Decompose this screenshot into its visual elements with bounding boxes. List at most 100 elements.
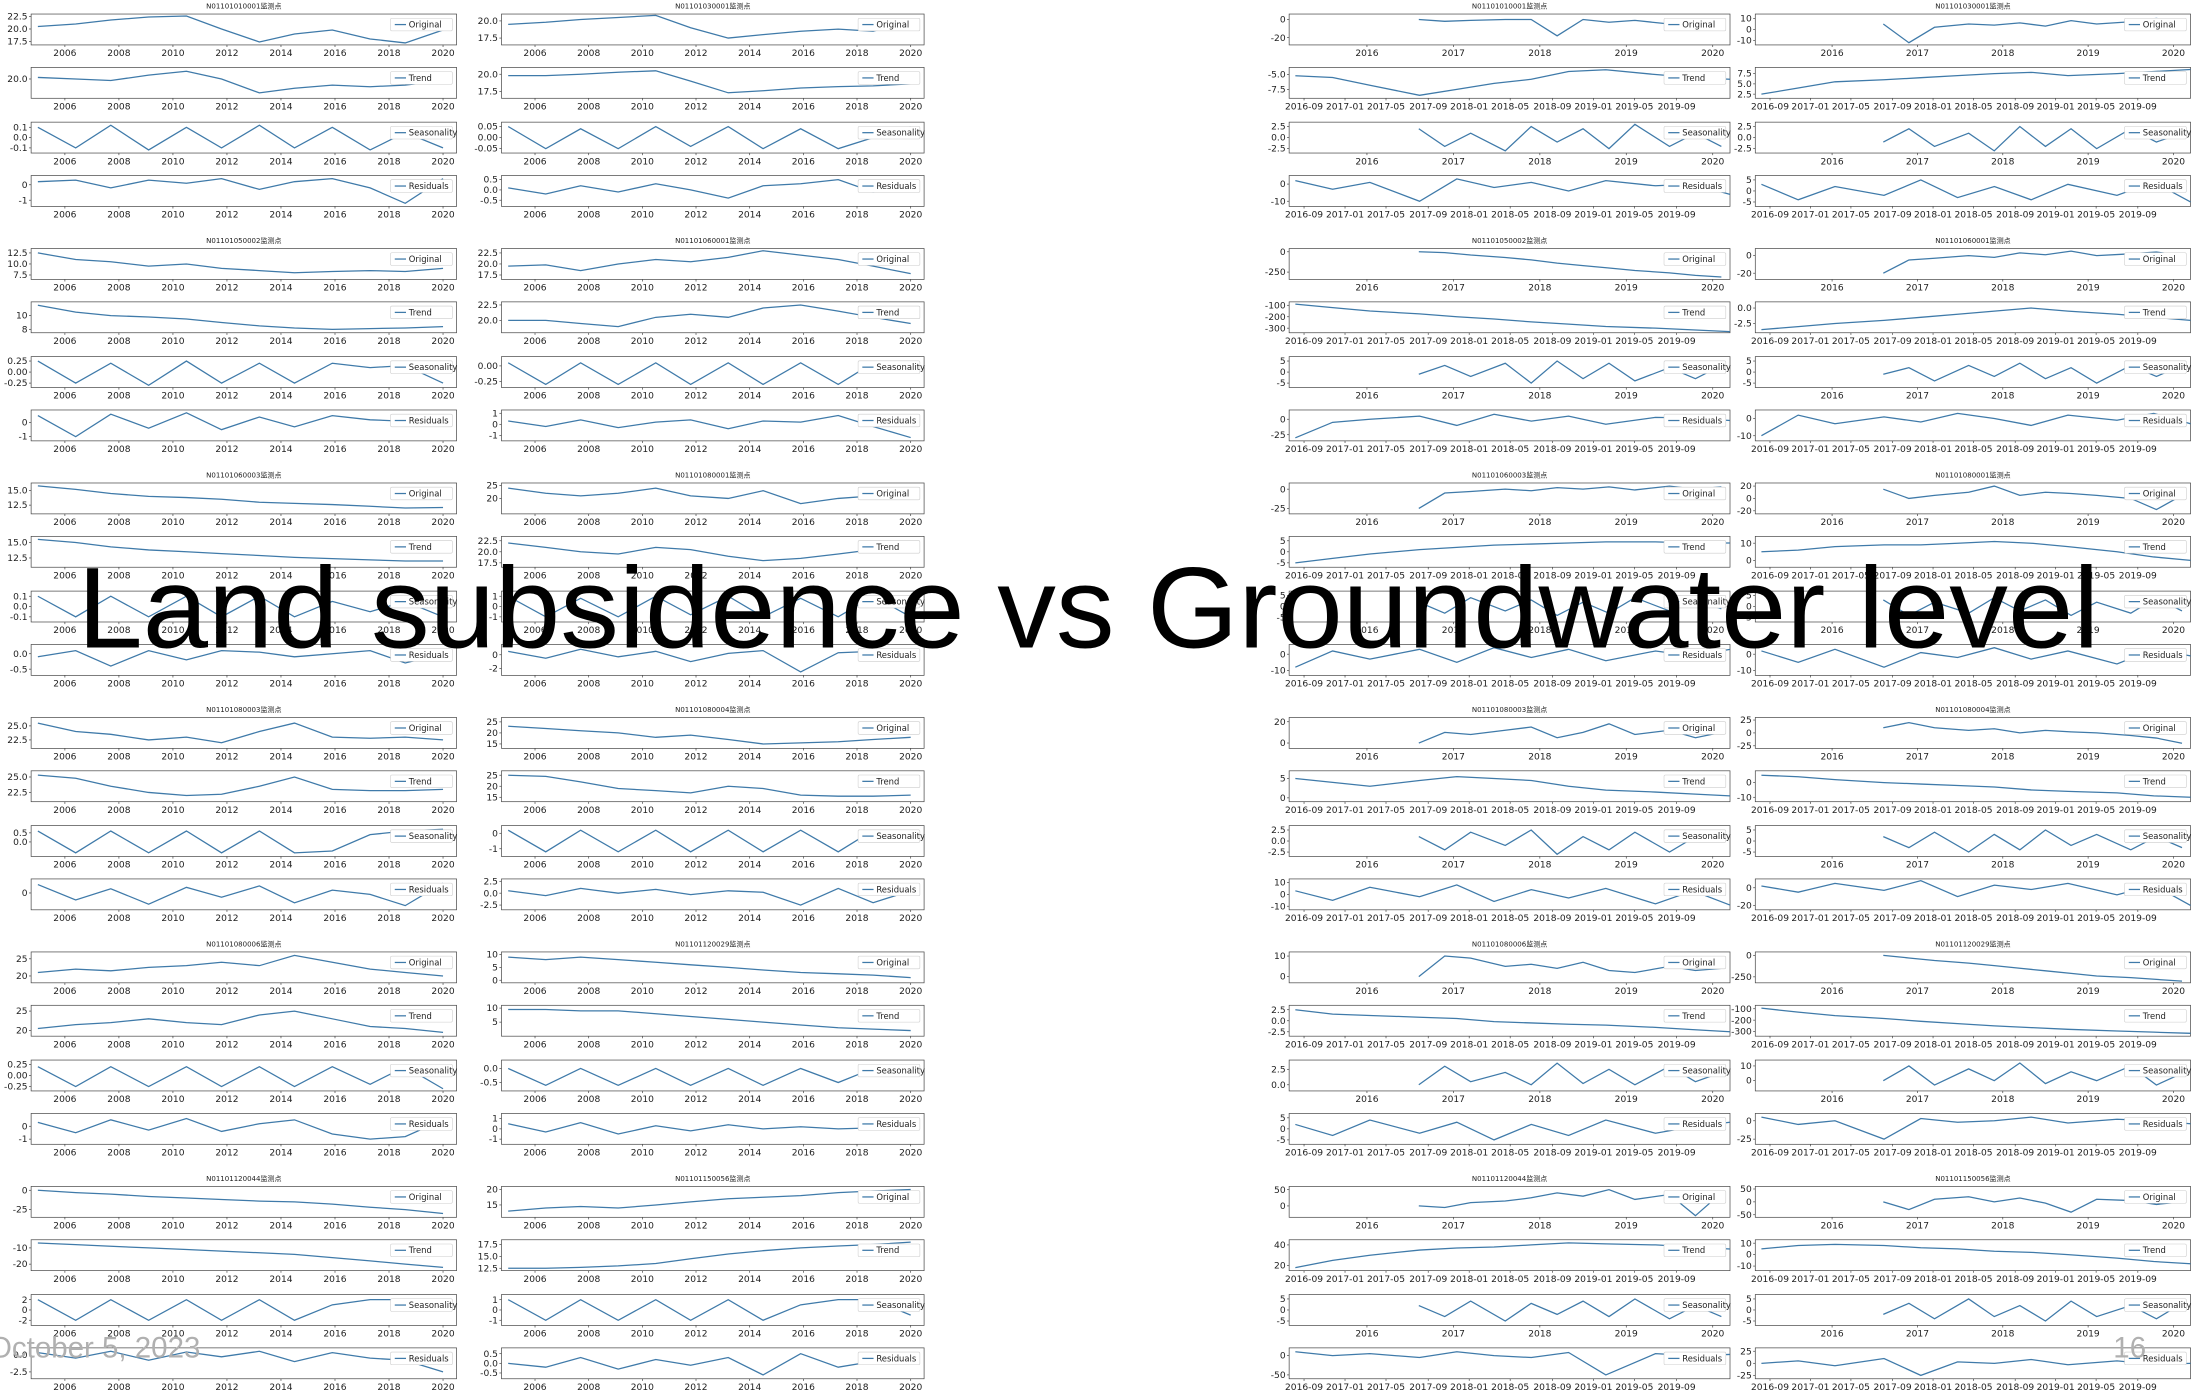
x-tick-label: 2012 [684, 987, 707, 997]
y-tick-label: 5 [1746, 176, 1752, 186]
x-tick-label: 2010 [161, 392, 184, 402]
x-tick-label: 2019 [1615, 626, 1638, 636]
y-tick-label: -50 [1737, 1211, 1752, 1221]
y-tick-label: 10 [486, 951, 498, 961]
x-tick-label: 2017-09 [1409, 1275, 1447, 1285]
x-tick-label: 2020 [1701, 392, 1724, 402]
x-tick-label: 2016 [1355, 861, 1378, 871]
x-tick-label: 2018-09 [1533, 211, 1571, 221]
x-tick-label: 2012 [684, 626, 707, 636]
x-tick-label: 2017-09 [1409, 103, 1447, 113]
x-tick-label: 2016 [323, 49, 346, 59]
y-tick-label: 1 [492, 1296, 498, 1306]
x-tick-label: 2019-05 [1615, 1275, 1653, 1285]
plot-frame [1754, 482, 2191, 515]
x-tick-label: 2016-09 [1751, 445, 1789, 455]
y-tick-label: -1 [489, 1316, 498, 1326]
x-tick-label: 2019-09 [2119, 1149, 2157, 1159]
legend-label: Residuals [876, 181, 916, 191]
x-tick-label: 2018-01 [1450, 1275, 1488, 1285]
series-line [1295, 647, 1731, 668]
x-tick-label: 2019-01 [2037, 680, 2075, 690]
x-tick-label: 2017-01 [1326, 1383, 1364, 1390]
x-tick-label: 2010 [631, 103, 654, 113]
x-tick-label: 2016 [792, 914, 815, 924]
x-tick-label: 2017-05 [1832, 445, 1870, 455]
legend-box [1663, 305, 1727, 319]
x-tick-label: 2006 [53, 626, 76, 636]
x-tick-label: 2018 [377, 284, 400, 294]
y-tick-label: 5.0 [1737, 80, 1752, 90]
x-tick-label: 2016 [323, 157, 346, 167]
x-tick-label: 2017-09 [1409, 571, 1447, 581]
x-tick-label: 2019-01 [1574, 337, 1612, 347]
x-tick-label: 2017-01 [1326, 806, 1364, 816]
plot-frame [501, 825, 925, 857]
legend-label: Original [409, 20, 442, 30]
x-tick-label: 2018 [377, 1330, 400, 1340]
y-tick-label: -5 [1277, 1136, 1286, 1146]
y-tick-label: 0.25 [7, 357, 27, 367]
y-tick-label: 20 [16, 1026, 28, 1036]
x-tick-label: 2016 [792, 392, 815, 402]
y-tick-label: 0.00 [7, 1072, 27, 1082]
x-tick-label: 2018 [377, 49, 400, 59]
y-tick-label: 0.0 [483, 186, 498, 196]
x-tick-label: 2010 [631, 680, 654, 690]
x-tick-label: 2018 [845, 1275, 868, 1285]
y-tick-label: 15.0 [478, 1252, 498, 1262]
x-tick-label: 2017 [1442, 1095, 1465, 1105]
plot-frame [501, 175, 925, 207]
x-tick-label: 2020 [2162, 1095, 2185, 1105]
x-tick-label: 2010 [161, 626, 184, 636]
x-tick-label: 2020 [431, 211, 454, 221]
plot-frame [501, 121, 925, 154]
legend-box [390, 1351, 453, 1366]
x-tick-label: 2018 [845, 987, 868, 997]
x-tick-label: 2019-09 [2119, 1383, 2157, 1390]
x-tick-label: 2016 [792, 1149, 815, 1159]
x-tick-label: 2008 [577, 571, 600, 581]
x-tick-label: 2008 [107, 680, 130, 690]
legend-box [1663, 1117, 1727, 1131]
x-tick-label: 2014 [269, 626, 292, 636]
x-tick-label: 2016 [792, 518, 815, 528]
x-tick-label: 2018 [845, 1383, 868, 1390]
legend-label: Trend [408, 73, 432, 83]
x-tick-label: 2019-05 [1615, 103, 1653, 113]
x-tick-label: 2012 [215, 445, 238, 455]
x-tick-label: 2020 [2162, 518, 2185, 528]
x-tick-label: 2010 [631, 806, 654, 816]
x-tick-label: 2008 [577, 103, 600, 113]
x-tick-label: 2006 [53, 211, 76, 221]
legend-label: Trend [2142, 542, 2166, 552]
x-tick-label: 2020 [2162, 987, 2185, 997]
x-tick-label: 2012 [215, 49, 238, 59]
y-tick-label: -5 [1743, 614, 1752, 624]
x-tick-label: 2016 [323, 284, 346, 294]
x-tick-label: 2018-09 [1996, 103, 2034, 113]
x-tick-label: 2018 [377, 806, 400, 816]
x-tick-label: 2012 [684, 1330, 707, 1340]
plot-frame [1288, 248, 1731, 280]
x-tick-label: 2014 [269, 284, 292, 294]
x-tick-label: 2012 [215, 103, 238, 113]
series-line [508, 250, 911, 275]
x-tick-label: 2018 [845, 1095, 868, 1105]
x-tick-label: 2019 [2077, 626, 2100, 636]
x-tick-label: 2010 [631, 571, 654, 581]
x-tick-label: 2016-09 [1285, 680, 1323, 690]
x-tick-label: 2010 [161, 518, 184, 528]
x-tick-label: 2018 [1528, 1330, 1551, 1340]
y-tick-label: 1 [492, 592, 498, 602]
y-tick-label: 0.5 [13, 829, 28, 839]
y-tick-label: -10 [13, 1244, 28, 1254]
series-line [508, 887, 911, 906]
y-tick-label: 10.0 [7, 260, 27, 270]
panel-title: N01101120044监测点 [206, 1174, 281, 1183]
x-tick-label: 2020 [431, 861, 454, 871]
x-tick-label: 2018-05 [1491, 914, 1529, 924]
x-tick-label: 2018-05 [1491, 806, 1529, 816]
x-tick-label: 2008 [577, 753, 600, 763]
x-tick-label: 2017-09 [1409, 445, 1447, 455]
